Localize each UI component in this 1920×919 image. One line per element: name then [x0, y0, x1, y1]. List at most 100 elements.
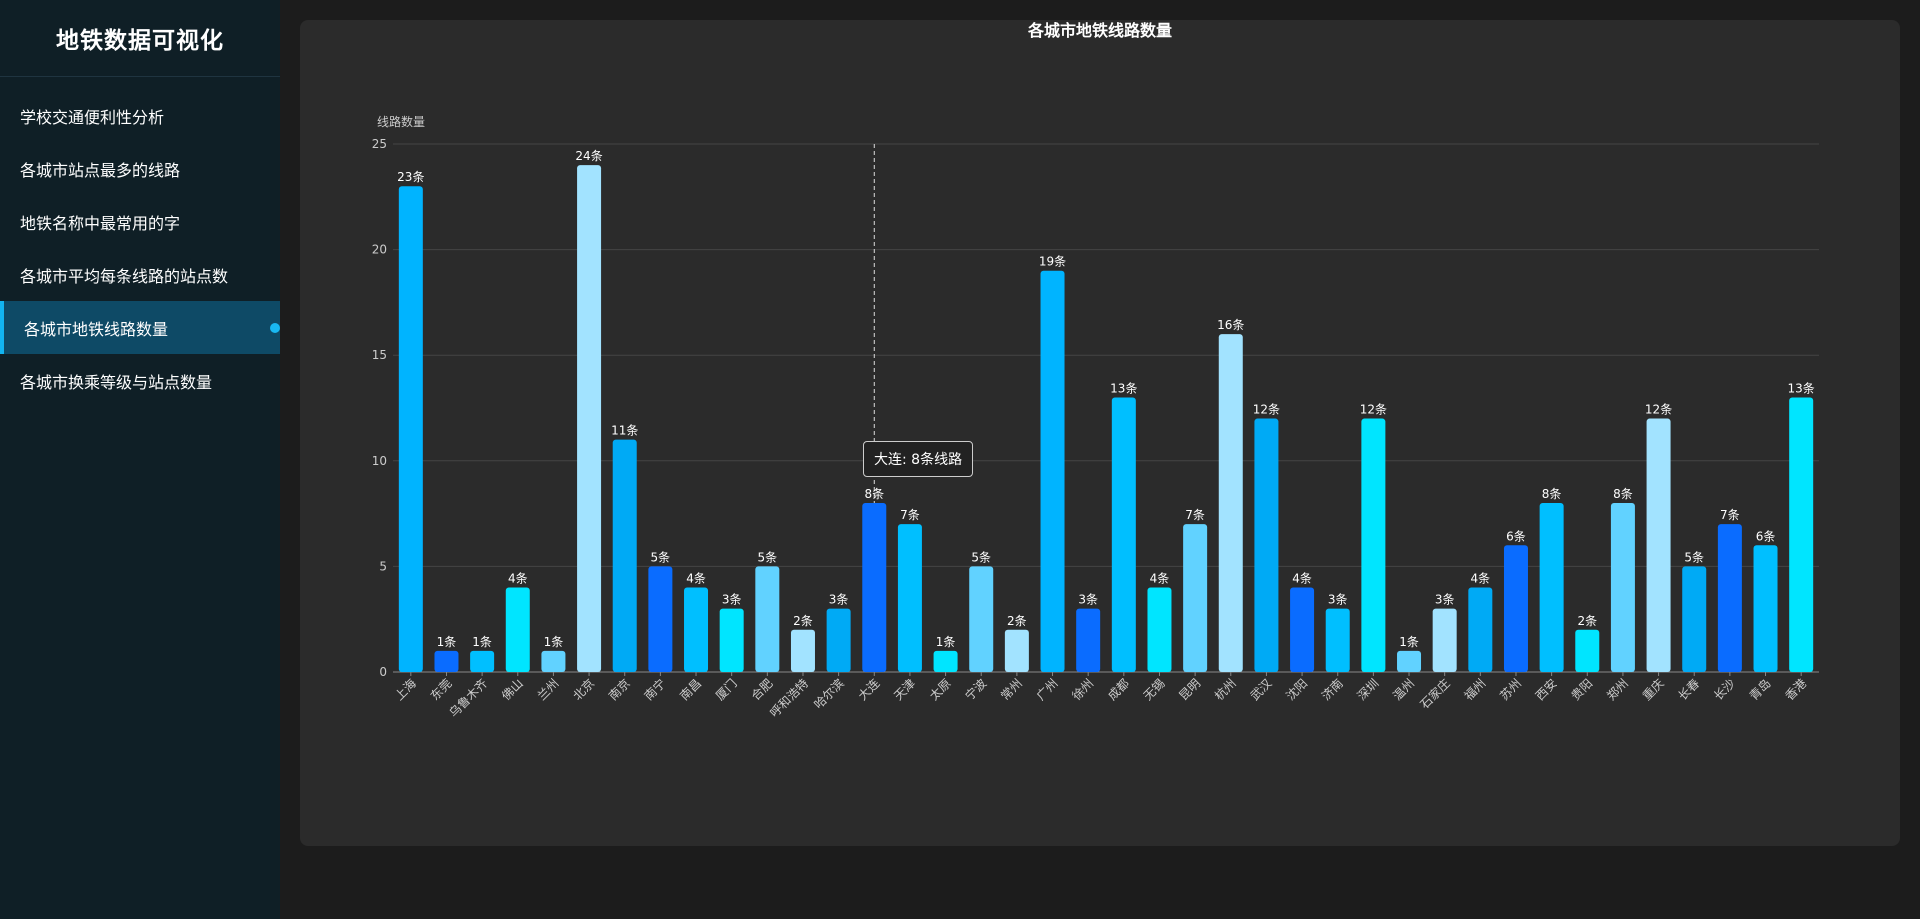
bar-常州[interactable]	[1004, 629, 1029, 672]
bar-兰州[interactable]	[541, 650, 566, 672]
bar-value-label: 5条	[1684, 550, 1704, 564]
x-tick-label: 无锡	[1140, 676, 1168, 704]
sidebar-item-label: 各城市平均每条线路的站点数	[20, 266, 229, 286]
sidebar-item-line-count[interactable]: 各城市地铁线路数量	[0, 301, 280, 354]
bar-北京[interactable]	[577, 165, 602, 672]
bar-杭州[interactable]	[1218, 334, 1243, 672]
chart-tooltip: 大连: 8条线路	[863, 441, 974, 477]
x-tick-label: 香港	[1782, 676, 1809, 703]
sidebar-item-label: 学校交通便利性分析	[20, 107, 165, 127]
x-tick-label: 武汉	[1248, 676, 1275, 703]
bar-value-label: 3条	[722, 593, 742, 607]
bar-value-label: 12条	[1645, 403, 1672, 417]
x-tick-label: 杭州	[1211, 676, 1239, 704]
x-tick-label: 太原	[926, 676, 954, 704]
bar-贵阳[interactable]	[1575, 629, 1600, 672]
x-tick-label: 长春	[1675, 676, 1702, 703]
bar-太原[interactable]	[933, 650, 958, 672]
bar-呼和浩特[interactable]	[790, 629, 815, 672]
bar-value-label: 1条	[437, 635, 457, 649]
bar-青岛[interactable]	[1753, 545, 1778, 672]
bar-大连[interactable]	[862, 503, 887, 672]
x-tick-label: 苏州	[1497, 676, 1524, 703]
x-tick-label: 佛山	[499, 676, 526, 703]
x-tick-label: 广州	[1034, 676, 1061, 703]
bar-value-label: 8条	[864, 487, 884, 501]
x-tick-label: 昆明	[1176, 676, 1203, 703]
bar-成都[interactable]	[1111, 397, 1136, 672]
bar-沈阳[interactable]	[1290, 587, 1315, 672]
x-tick-label: 郑州	[1603, 676, 1631, 704]
x-tick-label: 厦门	[712, 676, 740, 704]
bar-长春[interactable]	[1682, 566, 1707, 672]
bar-value-label: 12条	[1253, 403, 1280, 417]
bar-value-label: 2条	[1007, 614, 1027, 628]
x-tick-label: 深圳	[1355, 676, 1382, 703]
bar-南京[interactable]	[612, 439, 637, 672]
sidebar-nav: 学校交通便利性分析 各城市站点最多的线路 地铁名称中最常用的字 各城市平均每条线…	[0, 77, 280, 407]
bar-厦门[interactable]	[719, 608, 744, 672]
x-tick-label: 成都	[1105, 676, 1132, 703]
bar-南宁[interactable]	[648, 566, 673, 672]
bar-佛山[interactable]	[505, 587, 530, 672]
bar-重庆[interactable]	[1646, 418, 1671, 672]
x-tick-label: 东莞	[428, 676, 455, 703]
bar-value-label: 4条	[508, 572, 528, 586]
y-axis-label: 线路数量	[377, 114, 425, 129]
sidebar-item-label: 各城市地铁线路数量	[24, 319, 169, 339]
x-tick-label: 重庆	[1640, 676, 1667, 703]
bar-value-label: 3条	[829, 593, 849, 607]
bar-长沙[interactable]	[1717, 524, 1742, 672]
chart-title: 各城市地铁线路数量	[1027, 21, 1172, 40]
bar-济南[interactable]	[1325, 608, 1350, 672]
x-tick-label: 哈尔滨	[811, 676, 847, 712]
bar-value-label: 3条	[1328, 593, 1348, 607]
bar-上海[interactable]	[398, 186, 423, 673]
bar-武汉[interactable]	[1254, 418, 1279, 672]
bar-温州[interactable]	[1397, 650, 1422, 672]
x-tick-label: 温州	[1390, 676, 1417, 703]
x-tick-label: 青岛	[1746, 676, 1774, 704]
bar-宁波[interactable]	[969, 566, 994, 672]
bar-value-label: 13条	[1788, 381, 1815, 395]
x-tick-label: 天津	[891, 676, 918, 703]
bar-香港[interactable]	[1789, 397, 1814, 672]
bar-value-label: 4条	[1292, 572, 1312, 586]
x-tick-label: 上海	[391, 676, 419, 704]
x-tick-label: 西安	[1532, 676, 1560, 704]
bar-深圳[interactable]	[1361, 418, 1386, 672]
bar-东莞[interactable]	[434, 650, 459, 672]
y-tick-label: 25	[372, 137, 387, 151]
bar-苏州[interactable]	[1503, 545, 1528, 672]
bar-value-label: 1条	[544, 635, 564, 649]
sidebar-item-common-characters[interactable]: 地铁名称中最常用的字	[0, 195, 280, 248]
x-tick-label: 长沙	[1711, 676, 1738, 703]
sidebar-item-school-traffic[interactable]: 学校交通便利性分析	[0, 89, 280, 142]
bar-郑州[interactable]	[1610, 503, 1635, 672]
y-tick-label: 20	[372, 243, 387, 257]
bar-徐州[interactable]	[1076, 608, 1101, 672]
bar-石家庄[interactable]	[1432, 608, 1457, 672]
sidebar-item-avg-stations[interactable]: 各城市平均每条线路的站点数	[0, 248, 280, 301]
bar-昆明[interactable]	[1183, 524, 1208, 672]
y-tick-label: 10	[372, 454, 387, 468]
bar-value-label: 12条	[1360, 403, 1387, 417]
bar-天津[interactable]	[897, 524, 922, 672]
y-tick-label: 0	[379, 665, 387, 679]
x-tick-label: 兰州	[535, 676, 562, 703]
bar-广州[interactable]	[1040, 270, 1065, 672]
bar-西安[interactable]	[1539, 503, 1564, 672]
bar-value-label: 2条	[793, 614, 813, 628]
bar-合肥[interactable]	[755, 566, 780, 672]
bar-哈尔滨[interactable]	[826, 608, 851, 672]
bar-乌鲁木齐[interactable]	[470, 650, 495, 672]
bar-无锡[interactable]	[1147, 587, 1172, 672]
bar-南昌[interactable]	[684, 587, 709, 672]
bar-value-label: 5条	[758, 550, 778, 564]
x-tick-label: 南京	[605, 676, 633, 704]
sidebar-item-most-stations-line[interactable]: 各城市站点最多的线路	[0, 142, 280, 195]
bar-福州[interactable]	[1468, 587, 1493, 672]
sidebar-item-transfer-level[interactable]: 各城市换乘等级与站点数量	[0, 354, 280, 407]
bar-value-label: 2条	[1577, 614, 1597, 628]
